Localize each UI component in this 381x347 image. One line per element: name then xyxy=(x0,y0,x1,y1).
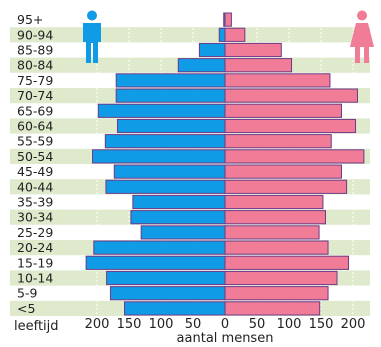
age-category-label: 15-19 xyxy=(17,255,53,270)
bar-left xyxy=(104,134,226,149)
age-category-label: 50-54 xyxy=(17,149,53,164)
x-tick-label: 100 xyxy=(277,317,302,332)
age-category-label: 35-39 xyxy=(17,195,53,210)
age-category-label: 65-69 xyxy=(17,103,53,118)
age-category-label: 85-89 xyxy=(17,43,53,58)
x-tick-labels: 200 150 100 50 0 50 100 150 200 xyxy=(85,317,366,332)
age-category-label: 5-9 xyxy=(17,286,37,301)
bar-right xyxy=(224,12,232,27)
age-category-label: 55-59 xyxy=(17,134,53,149)
bar-left xyxy=(132,194,226,210)
age-category-label: 45-49 xyxy=(17,164,53,179)
right-bars xyxy=(224,12,365,316)
y-axis-label: leeftijd xyxy=(14,319,59,334)
row-stripe xyxy=(10,27,370,43)
bar-right xyxy=(224,134,332,149)
age-category-label: 70-74 xyxy=(17,88,53,103)
x-tick-label: 150 xyxy=(309,317,334,332)
bar-right xyxy=(224,179,348,194)
bar-right xyxy=(224,58,293,73)
bar-left xyxy=(106,270,226,286)
male-person-icon xyxy=(83,10,101,63)
bar-right xyxy=(224,164,342,179)
age-category-label: 60-64 xyxy=(17,119,53,134)
bar-left xyxy=(130,210,226,225)
bar-right xyxy=(224,118,357,134)
age-category-label: 40-44 xyxy=(17,179,53,194)
age-category-label: 10-14 xyxy=(17,271,53,286)
bar-left xyxy=(109,286,226,301)
x-tick-label: 50 xyxy=(185,317,202,332)
x-tick-label: 150 xyxy=(117,317,142,332)
bar-left xyxy=(177,58,226,73)
x-tick-label: 200 xyxy=(85,317,110,332)
age-category-label: 30-34 xyxy=(17,210,53,225)
age-category-label: 75-79 xyxy=(17,73,53,88)
age-category-labels: 95+90-9485-8980-8475-7970-7465-6960-6455… xyxy=(17,12,53,316)
age-category-label: 95+ xyxy=(17,12,43,27)
age-category-label: <5 xyxy=(17,301,35,316)
bar-right xyxy=(224,255,350,270)
bar-right xyxy=(224,73,331,88)
bar-left xyxy=(116,118,226,134)
x-tick-label: 50 xyxy=(249,317,266,332)
bar-left xyxy=(113,164,226,179)
bar-left xyxy=(198,42,226,58)
bar-right xyxy=(224,27,246,42)
age-category-label: 25-29 xyxy=(17,225,53,240)
left-bars xyxy=(85,12,226,316)
bar-right xyxy=(224,194,324,210)
bar-left xyxy=(115,73,226,88)
bar-right xyxy=(224,210,326,225)
bar-right xyxy=(224,88,358,103)
x-tick-label: 0 xyxy=(221,317,229,332)
bar-right xyxy=(224,42,282,58)
bar-right xyxy=(224,149,365,164)
x-tick-label: 200 xyxy=(341,317,366,332)
bar-left xyxy=(124,301,226,316)
bar-left xyxy=(93,240,226,255)
x-tick-label: 100 xyxy=(149,317,174,332)
bar-right xyxy=(224,225,320,240)
bar-left xyxy=(105,179,226,194)
age-category-label: 90-94 xyxy=(17,27,53,42)
bar-right xyxy=(224,286,329,301)
bar-right xyxy=(224,301,321,316)
x-axis-label: aantal mensen xyxy=(177,331,274,346)
bar-right xyxy=(224,270,338,286)
bar-left xyxy=(115,88,226,103)
bar-left xyxy=(218,27,226,42)
female-person-icon xyxy=(350,10,374,63)
bar-left xyxy=(140,225,226,240)
bar-left xyxy=(97,103,226,118)
bar-right xyxy=(224,240,329,255)
age-category-label: 80-84 xyxy=(17,58,53,73)
bar-left xyxy=(92,149,226,164)
bar-right xyxy=(224,103,342,118)
bar-left xyxy=(85,255,226,270)
age-category-label: 20-24 xyxy=(17,240,53,255)
